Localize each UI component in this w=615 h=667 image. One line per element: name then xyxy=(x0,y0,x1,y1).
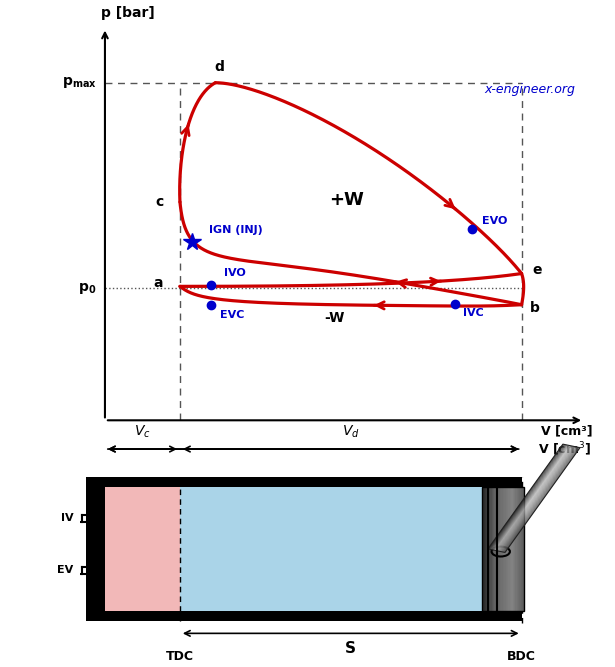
Bar xyxy=(490,488,492,611)
Bar xyxy=(512,488,514,611)
Polygon shape xyxy=(488,444,565,549)
Polygon shape xyxy=(502,447,577,552)
Text: c: c xyxy=(155,195,163,209)
Bar xyxy=(521,488,522,611)
Text: e: e xyxy=(532,263,541,277)
Bar xyxy=(500,488,501,611)
Bar xyxy=(86,477,105,621)
Bar xyxy=(522,488,523,611)
Text: BDC: BDC xyxy=(507,650,536,663)
Polygon shape xyxy=(490,445,566,550)
Text: $V_c$: $V_c$ xyxy=(134,424,151,440)
Text: p [bar]: p [bar] xyxy=(101,7,154,21)
Polygon shape xyxy=(496,446,571,550)
Polygon shape xyxy=(497,446,573,551)
Text: EVO: EVO xyxy=(482,216,507,226)
Polygon shape xyxy=(494,446,569,550)
Text: x-engineer.org: x-engineer.org xyxy=(484,83,575,95)
Polygon shape xyxy=(499,446,574,552)
Polygon shape xyxy=(493,445,568,550)
Text: -W: -W xyxy=(324,311,344,325)
Bar xyxy=(488,488,489,611)
Text: $\mathbf{p_0}$: $\mathbf{p_0}$ xyxy=(78,281,97,295)
Bar xyxy=(485,488,486,611)
Text: $\mathbf{p_{max}}$: $\mathbf{p_{max}}$ xyxy=(62,75,97,90)
Bar xyxy=(482,488,483,611)
Polygon shape xyxy=(491,445,567,550)
Text: V [cm$^3$]: V [cm$^3$] xyxy=(538,440,591,458)
Polygon shape xyxy=(488,444,563,549)
Bar xyxy=(492,488,493,611)
Bar xyxy=(498,488,499,611)
Text: IVO: IVO xyxy=(224,268,245,278)
Bar xyxy=(494,488,496,611)
Polygon shape xyxy=(496,446,572,551)
Text: EVC: EVC xyxy=(220,309,244,319)
Bar xyxy=(501,488,503,611)
Bar xyxy=(499,488,500,611)
Bar xyxy=(514,488,515,611)
Text: a: a xyxy=(154,275,163,289)
Bar xyxy=(105,611,522,621)
Bar xyxy=(517,488,518,611)
Polygon shape xyxy=(494,446,571,550)
Bar xyxy=(504,488,506,611)
Bar xyxy=(518,488,520,611)
Text: IVC: IVC xyxy=(463,308,484,318)
Text: IGN (INJ): IGN (INJ) xyxy=(209,225,263,235)
Bar xyxy=(489,488,490,611)
Bar xyxy=(510,488,511,611)
Bar xyxy=(493,488,494,611)
Polygon shape xyxy=(498,446,574,551)
Bar xyxy=(483,488,485,611)
Bar xyxy=(496,488,498,611)
Text: b: b xyxy=(530,301,540,315)
Polygon shape xyxy=(503,448,579,552)
Bar xyxy=(507,488,509,611)
Text: $V_d$: $V_d$ xyxy=(342,424,360,440)
Text: V [cm³]: V [cm³] xyxy=(541,424,592,437)
Polygon shape xyxy=(499,447,575,552)
Bar xyxy=(511,488,512,611)
Polygon shape xyxy=(501,447,577,552)
Text: TDC: TDC xyxy=(166,650,194,663)
Polygon shape xyxy=(493,446,569,550)
Polygon shape xyxy=(502,447,578,552)
Bar xyxy=(105,477,522,488)
Bar xyxy=(520,488,521,611)
Bar xyxy=(486,488,488,611)
Polygon shape xyxy=(504,448,579,552)
Bar xyxy=(482,488,523,611)
Text: +W: +W xyxy=(329,191,364,209)
Bar xyxy=(105,488,180,611)
Polygon shape xyxy=(490,444,565,550)
Polygon shape xyxy=(500,447,576,552)
Text: IV: IV xyxy=(61,514,74,524)
Text: d: d xyxy=(215,59,224,73)
Bar xyxy=(509,488,510,611)
Polygon shape xyxy=(492,445,568,550)
Bar xyxy=(506,488,507,611)
Bar xyxy=(503,488,504,611)
Polygon shape xyxy=(504,448,580,552)
Bar xyxy=(105,488,522,611)
Text: S: S xyxy=(345,641,356,656)
Bar xyxy=(515,488,517,611)
Polygon shape xyxy=(491,445,566,550)
Polygon shape xyxy=(498,446,573,551)
Text: EV: EV xyxy=(57,565,74,575)
